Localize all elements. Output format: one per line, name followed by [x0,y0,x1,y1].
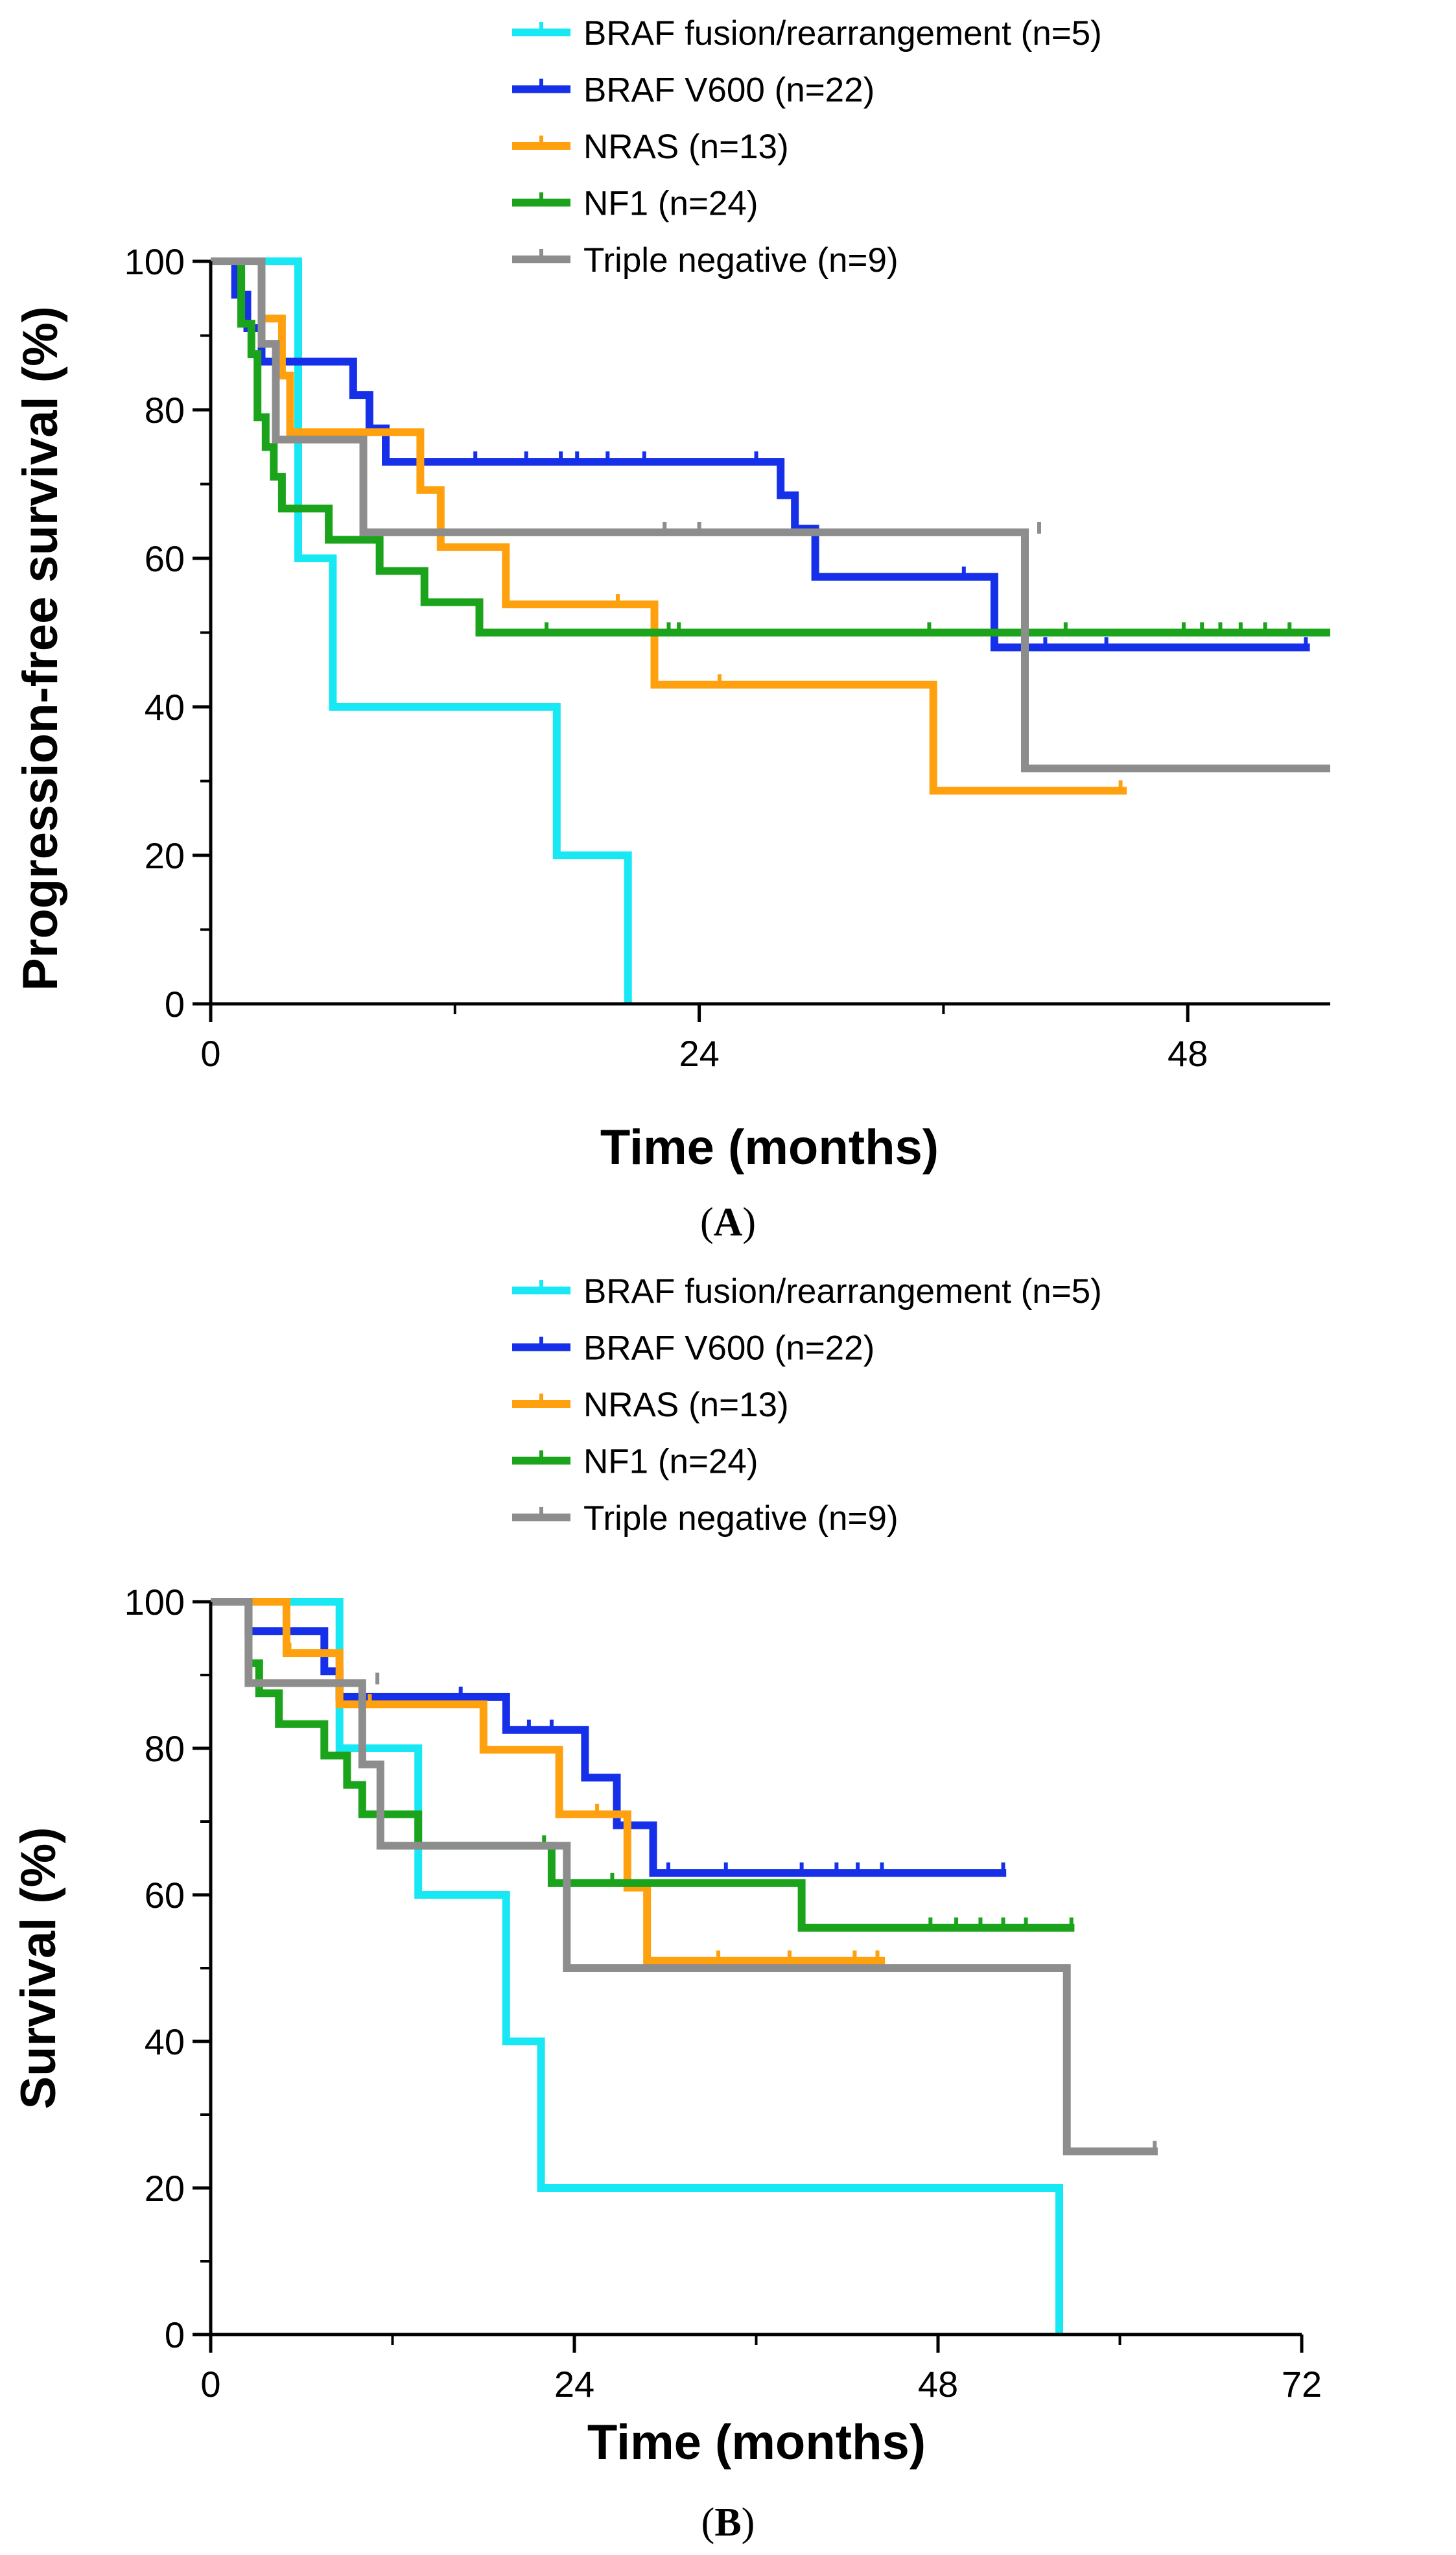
panel-b-chart: BRAF fusion/rearrangement (n=5) BRAF V600… [11,1272,1322,2545]
x-tick-label: 0 [200,1033,220,1074]
km-curve-series-4 [211,257,1330,772]
y-axis-label: Progression-free survival (%) [13,306,68,991]
y-tick-label: 100 [124,1582,185,1622]
legend-label: NRAS (n=13) [583,1386,789,1424]
y-tick-label: 60 [145,538,185,579]
legend-label: Triple negative (n=9) [583,241,898,279]
km-curve-series-2 [211,257,1127,795]
km-curve-series-1 [211,257,1310,652]
y-axis-label: Survival (%) [11,1827,66,2109]
legend: BRAF fusion/rearrangement (n=5) BRAF V600… [512,1272,1102,1538]
legend-label: BRAF fusion/rearrangement (n=5) [583,1272,1102,1311]
km-curve-series-4 [211,1598,1158,2156]
km-curve-series-1 [211,1598,1007,1877]
y-tick-label: 0 [165,984,185,1025]
legend-label: NRAS (n=13) [583,128,789,166]
axes: 0 20 40 60 80 100 0 24 48 72 [124,1582,1322,2405]
axes: 0 20 40 60 80 100 0 24 48 [124,241,1330,1074]
y-tick-label: 40 [145,2021,185,2062]
legend: BRAF fusion/rearrangement (n=5) BRAF V600… [512,14,1102,279]
plot-area [211,1598,1158,2335]
y-tick-label: 60 [145,1875,185,1916]
legend-label: NF1 (n=24) [583,185,758,223]
plot-area [211,257,1330,1004]
x-tick-label: 24 [554,2364,594,2405]
legend-label: BRAF V600 (n=22) [583,1329,875,1368]
y-tick-label: 20 [145,2168,185,2209]
km-curve-series-3 [211,1598,1075,1932]
panel-a-label: (A) [700,1200,756,1244]
y-tick-label: 0 [165,2314,185,2355]
legend-label: BRAF V600 (n=22) [583,71,875,110]
x-tick-label: 72 [1282,2364,1322,2405]
x-tick-label: 24 [679,1033,719,1074]
km-curve-series-3 [211,257,1330,637]
km-curve-series-2 [211,1598,886,1965]
y-tick-label: 80 [145,390,185,431]
x-tick-label: 48 [918,2364,958,2405]
legend-label: Triple negative (n=9) [583,1499,898,1538]
y-tick-label: 80 [145,1728,185,1769]
x-axis-label: Time (months) [587,2415,926,2470]
legend-label: NF1 (n=24) [583,1443,758,1481]
y-tick-label: 100 [124,241,185,282]
panel-b-label: (B) [701,2501,755,2545]
x-tick-label: 0 [200,2364,220,2405]
panel-a-chart: BRAF fusion/rearrangement (n=5) BRAF V600… [13,14,1330,1244]
x-tick-label: 48 [1168,1033,1208,1074]
y-tick-label: 40 [145,687,185,728]
y-tick-label: 20 [145,835,185,876]
legend-label: BRAF fusion/rearrangement (n=5) [583,14,1102,53]
x-axis-label: Time (months) [600,1120,939,1175]
